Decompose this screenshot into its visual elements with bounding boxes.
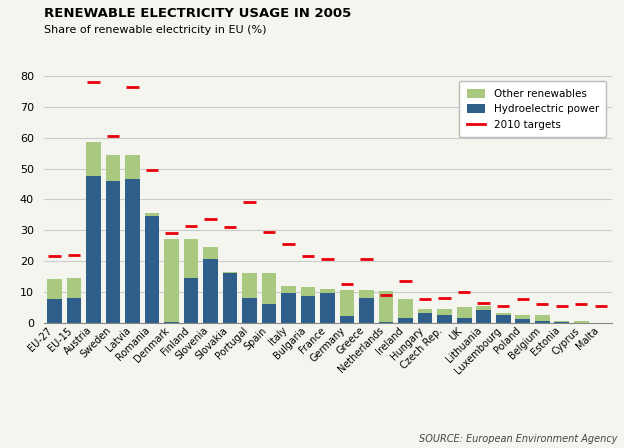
Bar [437,315,452,323]
Bar [261,304,276,323]
Bar [125,155,140,179]
Bar [86,142,100,176]
Bar [242,273,257,298]
Bar [164,239,179,322]
Bar [47,280,62,299]
Bar [379,322,394,323]
Bar [67,298,81,323]
Bar [398,299,413,318]
Bar [281,286,296,293]
Bar [359,298,374,323]
Bar [496,315,510,323]
Bar [183,278,198,323]
Legend: Other renewables, Hydroelectric power, 2010 targets: Other renewables, Hydroelectric power, 2… [459,82,607,137]
Bar [437,309,452,315]
Bar [223,272,237,273]
Bar [145,216,159,323]
Bar [418,309,432,313]
Bar [555,321,569,322]
Bar [574,321,588,323]
Bar [320,289,335,293]
Text: SOURCE: European Environment Agency: SOURCE: European Environment Agency [419,434,618,444]
Bar [379,291,394,322]
Bar [261,273,276,304]
Bar [203,259,218,323]
Bar [203,247,218,259]
Bar [476,310,491,323]
Bar [125,179,140,323]
Bar [496,313,510,315]
Bar [359,290,374,298]
Bar [457,318,472,323]
Bar [47,299,62,323]
Text: Share of renewable electricity in EU (%): Share of renewable electricity in EU (%) [44,25,266,34]
Bar [105,155,120,181]
Bar [86,176,100,323]
Bar [398,318,413,323]
Bar [242,298,257,323]
Bar [418,313,432,323]
Bar [476,306,491,310]
Bar [301,297,315,323]
Bar [67,278,81,298]
Bar [223,273,237,323]
Bar [535,315,550,321]
Bar [105,181,120,323]
Bar [555,322,569,323]
Bar [457,307,472,318]
Bar [535,321,550,323]
Bar [340,316,354,323]
Bar [320,293,335,323]
Bar [145,213,159,216]
Text: RENEWABLE ELECTRICITY USAGE IN 2005: RENEWABLE ELECTRICITY USAGE IN 2005 [44,7,351,20]
Bar [515,319,530,323]
Bar [281,293,296,323]
Bar [515,315,530,319]
Bar [340,290,354,316]
Bar [183,239,198,278]
Bar [301,287,315,297]
